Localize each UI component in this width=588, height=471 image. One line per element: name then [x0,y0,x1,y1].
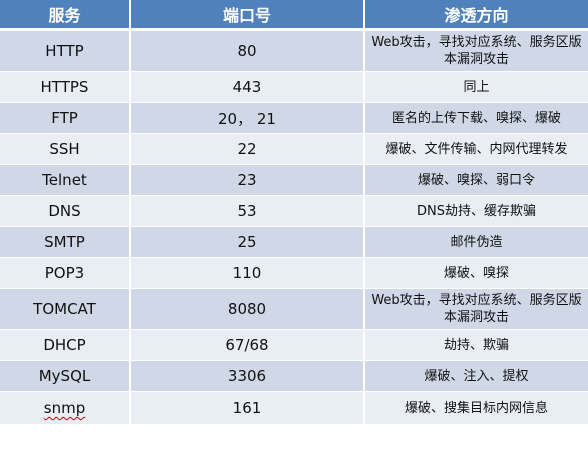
service-cell: TOMCAT [0,288,131,330]
service-cell: POP3 [0,257,131,289]
service-cell: SMTP [0,226,131,258]
service-cell: HTTPS [0,71,131,103]
header-attack: 渗透方向 [364,0,588,31]
attack-cell: 匿名的上传下载、嗅探、爆破 [364,102,588,134]
port-cell: 53 [130,195,365,227]
attack-cell: Web攻击，寻找对应系统、服务区版本漏洞攻击 [364,288,588,330]
port-cell: 25 [130,226,365,258]
table-row: FTP 20， 21 匿名的上传下载、嗅探、爆破 [0,102,588,134]
table-row: DHCP 67/68 劫持、欺骗 [0,329,588,361]
port-cell: 8080 [130,288,365,330]
attack-cell: 爆破、搜集目标内网信息 [364,391,588,425]
attack-cell: 爆破、嗅探、弱口令 [364,164,588,196]
service-cell: SSH [0,133,131,165]
attack-cell: 劫持、欺骗 [364,329,588,361]
table-row: SMTP 25 邮件伪造 [0,226,588,258]
ports-table: 服务 端口号 渗透方向 HTTP 80 Web攻击，寻找对应系统、服务区版本漏洞… [0,0,588,425]
attack-cell: 同上 [364,71,588,103]
service-cell: FTP [0,102,131,134]
attack-cell: DNS劫持、缓存欺骗 [364,195,588,227]
header-port: 端口号 [130,0,365,31]
port-cell: 110 [130,257,365,289]
table-row: POP3 110 爆破、嗅探 [0,257,588,289]
table-row: DNS 53 DNS劫持、缓存欺骗 [0,195,588,227]
port-cell: 23 [130,164,365,196]
table-row: HTTP 80 Web攻击，寻找对应系统、服务区版本漏洞攻击 [0,29,588,72]
port-cell: 67/68 [130,329,365,361]
service-cell: DNS [0,195,131,227]
attack-cell: 爆破、嗅探 [364,257,588,289]
ports-table-container: 服务 端口号 渗透方向 HTTP 80 Web攻击，寻找对应系统、服务区版本漏洞… [0,0,588,425]
table-row: SSH 22 爆破、文件传输、内网代理转发 [0,133,588,165]
port-cell: 161 [130,391,365,425]
spellcheck-underlined-text: snmp [43,399,86,417]
header-service: 服务 [0,0,131,31]
service-cell: HTTP [0,29,131,72]
port-cell: 22 [130,133,365,165]
service-cell: DHCP [0,329,131,361]
header-row: 服务 端口号 渗透方向 [0,0,588,31]
service-cell: MySQL [0,360,131,392]
attack-cell: 邮件伪造 [364,226,588,258]
port-cell: 80 [130,29,365,72]
service-cell: snmp [0,391,131,425]
port-cell: 20， 21 [130,102,365,134]
table-row: TOMCAT 8080 Web攻击，寻找对应系统、服务区版本漏洞攻击 [0,288,588,330]
table-row: HTTPS 443 同上 [0,71,588,103]
service-cell: Telnet [0,164,131,196]
attack-cell: Web攻击，寻找对应系统、服务区版本漏洞攻击 [364,29,588,72]
port-cell: 443 [130,71,365,103]
port-cell: 3306 [130,360,365,392]
table-row: Telnet 23 爆破、嗅探、弱口令 [0,164,588,196]
table-row: MySQL 3306 爆破、注入、提权 [0,360,588,392]
attack-cell: 爆破、注入、提权 [364,360,588,392]
attack-cell: 爆破、文件传输、内网代理转发 [364,133,588,165]
table-row: snmp 161 爆破、搜集目标内网信息 [0,391,588,425]
